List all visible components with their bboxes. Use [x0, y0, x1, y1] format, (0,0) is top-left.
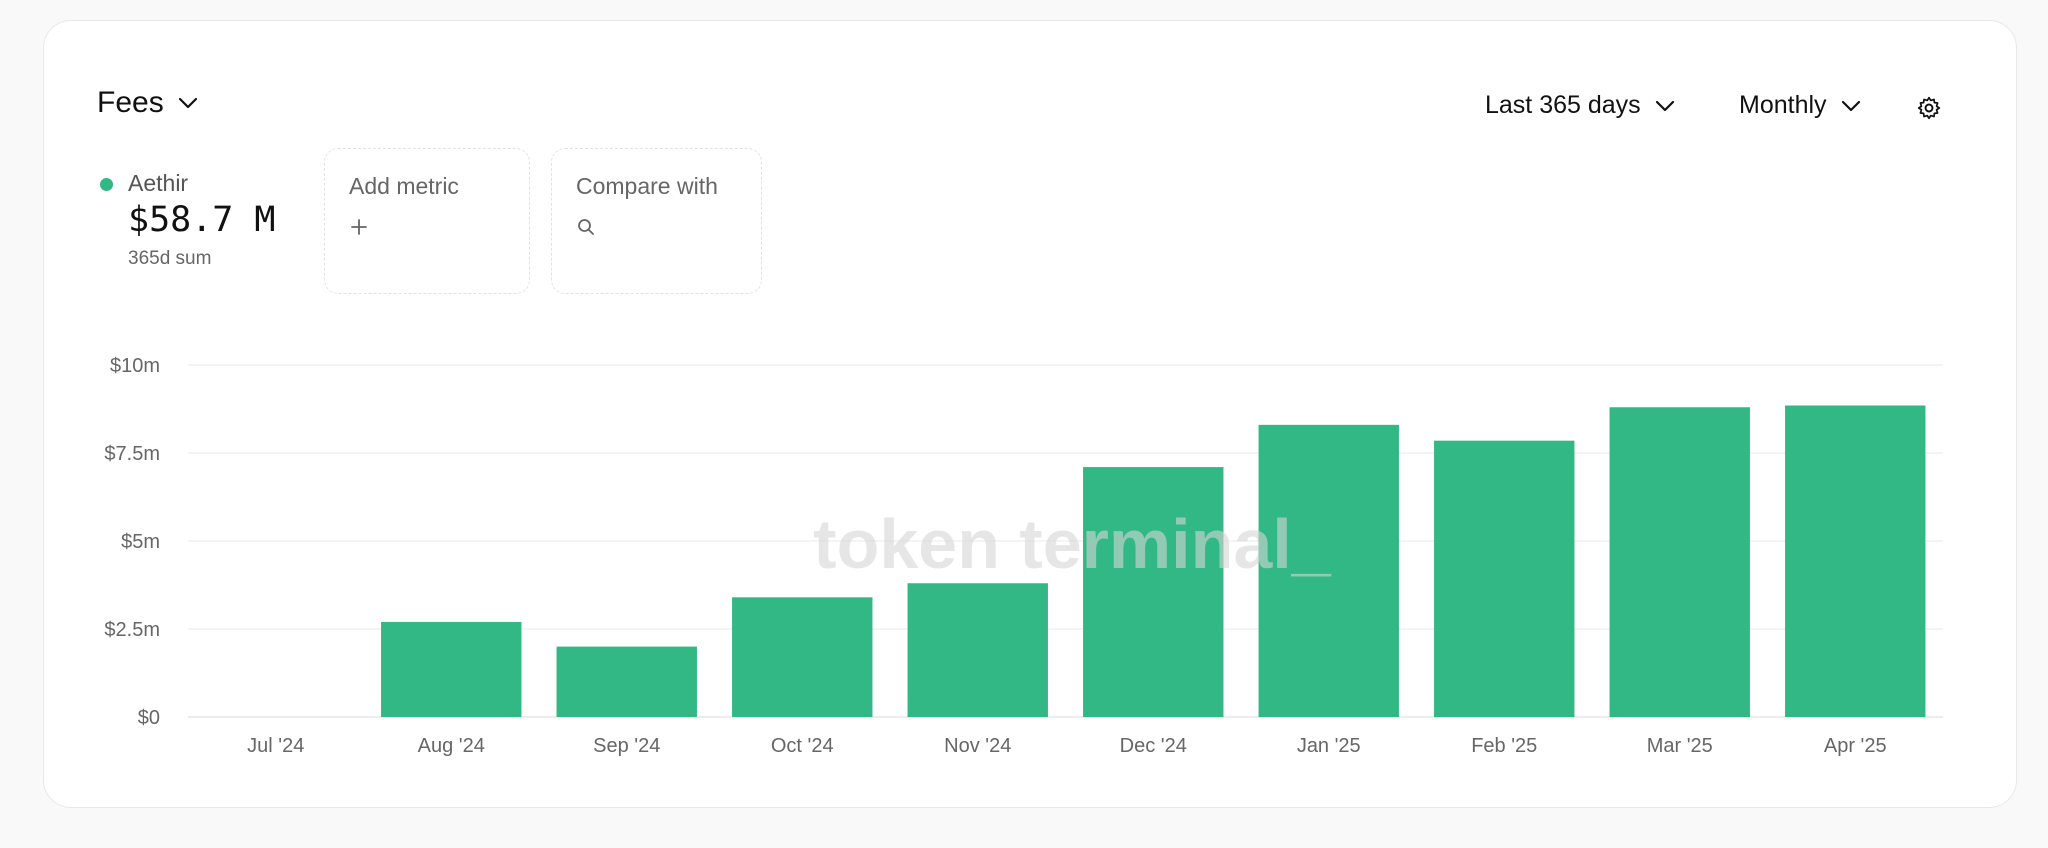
x-tick-label: Dec '24 — [1120, 735, 1187, 757]
interval-label: Monthly — [1739, 91, 1827, 119]
compare-with-button[interactable]: Compare with — [551, 148, 762, 294]
y-tick-label: $2.5m — [104, 619, 160, 641]
bar[interactable] — [381, 621, 522, 717]
x-tick-label: Jan '25 — [1297, 735, 1361, 757]
chevron-down-icon — [178, 97, 197, 109]
legend-value: $58.7 M — [128, 200, 276, 240]
metric-label: Fees — [97, 86, 164, 119]
bar[interactable] — [1785, 405, 1926, 717]
x-tick-label: Mar '25 — [1647, 735, 1713, 757]
range-label: Last 365 days — [1485, 91, 1641, 119]
x-tick-label: Jul '24 — [247, 735, 304, 757]
x-tick-label: Apr '25 — [1824, 735, 1887, 757]
range-dropdown[interactable]: Last 365 days — [1485, 91, 1675, 120]
legend-sub: 365d sum — [128, 248, 212, 269]
search-icon — [578, 219, 594, 235]
bar[interactable] — [907, 583, 1048, 717]
y-axis-labels: $0 $2.5m $5m $7.5m $10m — [104, 355, 160, 729]
bar[interactable] — [1609, 407, 1750, 717]
y-tick-label: $10m — [110, 355, 160, 377]
bar[interactable] — [1434, 440, 1575, 717]
x-tick-label: Sep '24 — [593, 735, 660, 757]
gear-icon[interactable] — [1916, 95, 1942, 121]
y-tick-label: $7.5m — [104, 443, 160, 465]
legend-name: Aethir — [128, 170, 189, 196]
bar[interactable] — [1083, 467, 1224, 717]
add-metric-button[interactable]: Add metric — [324, 148, 530, 294]
bar[interactable] — [732, 597, 873, 717]
x-tick-label: Oct '24 — [771, 735, 834, 757]
metric-dropdown[interactable]: Fees — [97, 86, 198, 120]
plus-icon — [351, 219, 367, 235]
add-metric-label: Add metric — [349, 173, 459, 199]
interval-dropdown[interactable]: Monthly — [1739, 91, 1861, 120]
x-axis-labels: Jul '24 Aug '24 Sep '24 Oct '24 Nov '24 Dec '… — [247, 735, 1886, 757]
bar[interactable] — [556, 646, 697, 717]
x-tick-label: Feb '25 — [1471, 735, 1537, 757]
chart-bars — [381, 405, 1926, 717]
y-tick-label: $0 — [138, 707, 160, 729]
x-tick-label: Nov '24 — [944, 735, 1011, 757]
chevron-down-icon — [1655, 100, 1674, 111]
legend-dot — [100, 178, 113, 191]
y-tick-label: $5m — [121, 531, 160, 553]
compare-with-label: Compare with — [576, 173, 718, 199]
chevron-down-icon — [1841, 100, 1860, 111]
watermark: token terminal_ — [813, 505, 1331, 583]
bar[interactable] — [1258, 424, 1399, 717]
x-tick-label: Aug '24 — [418, 735, 485, 757]
